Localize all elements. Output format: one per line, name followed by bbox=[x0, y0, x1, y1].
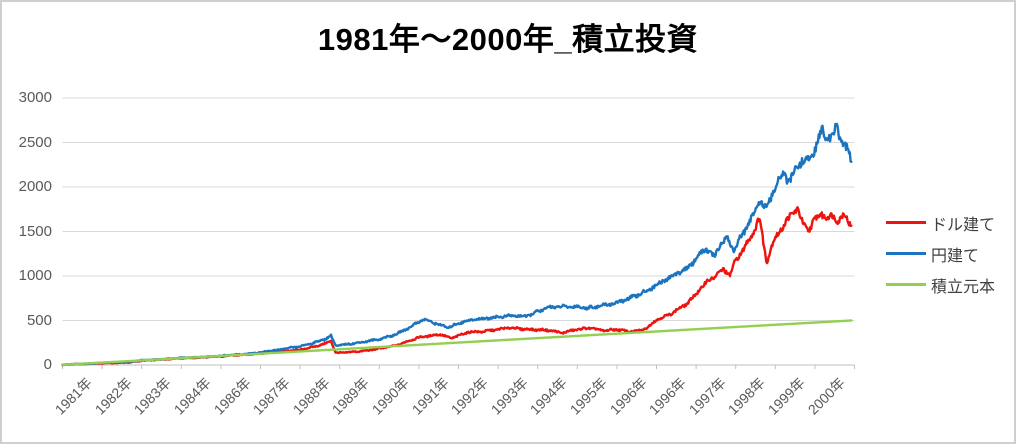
legend: ドル建て 円建て 積立元本 bbox=[886, 214, 995, 307]
y-tick-label: 0 bbox=[43, 356, 52, 373]
legend-item-dollar: ドル建て bbox=[886, 214, 995, 234]
legend-line-swatch bbox=[886, 252, 926, 255]
y-tick-label: 1500 bbox=[18, 222, 52, 240]
legend-label: ドル建て bbox=[931, 216, 996, 234]
series-line-0 bbox=[61, 206, 853, 367]
chart-title: 1981年〜2000年_積立投資 bbox=[317, 22, 699, 57]
y-tick-label: 2000 bbox=[18, 178, 52, 195]
legend-item-principal: 積立元本 bbox=[886, 276, 995, 296]
y-tick-label: 2500 bbox=[18, 133, 52, 151]
series-line-2 bbox=[61, 319, 853, 366]
legend-line-swatch bbox=[886, 283, 926, 286]
legend-line-swatch bbox=[886, 221, 926, 224]
legend-item-yen: 円建て bbox=[886, 245, 995, 265]
y-tick-label: 500 bbox=[26, 311, 52, 329]
series-line-1 bbox=[61, 122, 853, 367]
legend-label: 積立元本 bbox=[931, 278, 996, 296]
y-tick-label: 1000 bbox=[18, 267, 52, 284]
y-tick-label: 3000 bbox=[18, 89, 52, 106]
legend-label: 円建て bbox=[931, 247, 980, 265]
